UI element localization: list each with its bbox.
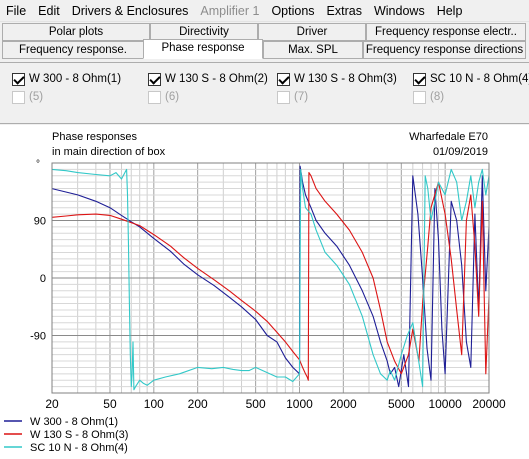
checkbox[interactable]: [12, 90, 25, 104]
x-tick-label: 5000: [388, 397, 415, 411]
project-date: 01/09/2019: [433, 146, 488, 158]
series-toggle-label: SC 10 N - 8 Ohm(4): [430, 73, 529, 85]
x-tick-label: 2000: [330, 397, 357, 411]
y-axis-degree-label: °: [36, 159, 40, 170]
y-tick-label: 90: [34, 216, 46, 228]
menu-windows[interactable]: Windows: [373, 3, 425, 18]
chart-legend: W 300 - 8 Ohm(1)W 130 S - 8 Ohm(3)SC 10 …: [4, 416, 128, 454]
series-toggle-label: (6): [165, 91, 180, 103]
chart-series: [51, 165, 490, 391]
checkbox[interactable]: [277, 72, 290, 86]
checkbox[interactable]: [413, 72, 426, 86]
tab-polar-plots[interactable]: Polar plots: [2, 23, 150, 41]
series-line-1: [51, 165, 490, 388]
series-toggle-label: W 130 S - 8 Ohm(3): [294, 73, 397, 85]
menu-drivers-enclosures[interactable]: Drivers & Enclosures: [71, 3, 189, 18]
series-toggle-1[interactable]: W 300 - 8 Ohm(1): [12, 71, 121, 87]
series-toggle-label: (8): [430, 91, 445, 103]
legend-label: W 300 - 8 Ohm(1): [30, 416, 118, 428]
x-tick-label: 50: [103, 397, 117, 411]
phase-response-chart: Phase responses in main direction of box…: [4, 131, 506, 454]
checkbox[interactable]: [148, 72, 161, 86]
series-toggle-6[interactable]: (6): [148, 89, 179, 105]
y-tick-label: 0: [40, 273, 46, 285]
menu-file[interactable]: File: [6, 3, 27, 18]
series-line-3: [51, 168, 490, 391]
tab-frequency-response-electrical[interactable]: Frequency response electr..: [366, 23, 526, 41]
checkbox[interactable]: [413, 90, 426, 104]
series-selector-panel: W 300 - 8 Ohm(1) W 130 S - 8 Ohm(2) W 13…: [0, 62, 529, 124]
x-tick-label: 1000: [286, 397, 313, 411]
x-tick-label: 100: [144, 397, 164, 411]
series-toggle-3[interactable]: W 130 S - 8 Ohm(3): [277, 71, 397, 87]
tab-frequency-response[interactable]: Frequency response.: [2, 41, 144, 59]
x-tick-label: 20000: [472, 397, 506, 411]
series-toggle-label: (5): [29, 91, 44, 103]
series-toggle-5[interactable]: (5): [12, 89, 43, 105]
menu-help[interactable]: Help: [436, 3, 463, 18]
series-toggle-label: (7): [294, 91, 309, 103]
plot-frame: [51, 162, 490, 394]
chart-ticks: 20 50 100 200 500 1000 2000 5000 10000 20000 -90 0 9…: [30, 216, 506, 412]
series-toggle-label: W 130 S - 8 Ohm(2): [165, 73, 268, 85]
checkbox[interactable]: [148, 90, 161, 104]
tab-phase-response[interactable]: Phase response: [143, 39, 263, 59]
series-line-2: [51, 172, 490, 381]
chart-area: Phase responses in main direction of box…: [0, 125, 529, 459]
tab-frequency-response-directions[interactable]: Frequency response directions: [363, 41, 526, 59]
series-toggle-4[interactable]: SC 10 N - 8 Ohm(4): [413, 71, 529, 87]
checkbox[interactable]: [12, 72, 25, 86]
chart-subtitle: in main direction of box: [52, 146, 166, 158]
menu-edit[interactable]: Edit: [38, 3, 60, 18]
project-name: Wharfedale E70: [409, 131, 488, 143]
x-tick-label: 20: [45, 397, 59, 411]
legend-label: W 130 S - 8 Ohm(3): [30, 429, 128, 441]
menu-bar: File Edit Drivers & Enclosures Amplifier…: [0, 0, 529, 22]
x-tick-label: 10000: [428, 397, 462, 411]
legend-label: SC 10 N - 8 Ohm(4): [30, 442, 128, 454]
series-toggle-label: W 300 - 8 Ohm(1): [29, 73, 122, 85]
menu-amplifier[interactable]: Amplifier 1: [200, 3, 260, 18]
series-toggle-8[interactable]: (8): [413, 89, 444, 105]
checkbox[interactable]: [277, 90, 290, 104]
y-tick-label: -90: [30, 331, 46, 343]
tab-driver[interactable]: Driver: [258, 23, 366, 41]
series-toggle-7[interactable]: (7): [277, 89, 308, 105]
menu-options[interactable]: Options: [271, 3, 315, 18]
series-toggle-2[interactable]: W 130 S - 8 Ohm(2): [148, 71, 268, 87]
tab-strip: Polar plots Directivity Driver Frequency…: [0, 22, 529, 62]
chart-title: Phase responses: [52, 131, 137, 143]
tab-max-spl[interactable]: Max. SPL: [263, 41, 363, 59]
x-tick-label: 200: [188, 397, 208, 411]
x-tick-label: 500: [246, 397, 266, 411]
menu-extras[interactable]: Extras: [326, 3, 362, 18]
